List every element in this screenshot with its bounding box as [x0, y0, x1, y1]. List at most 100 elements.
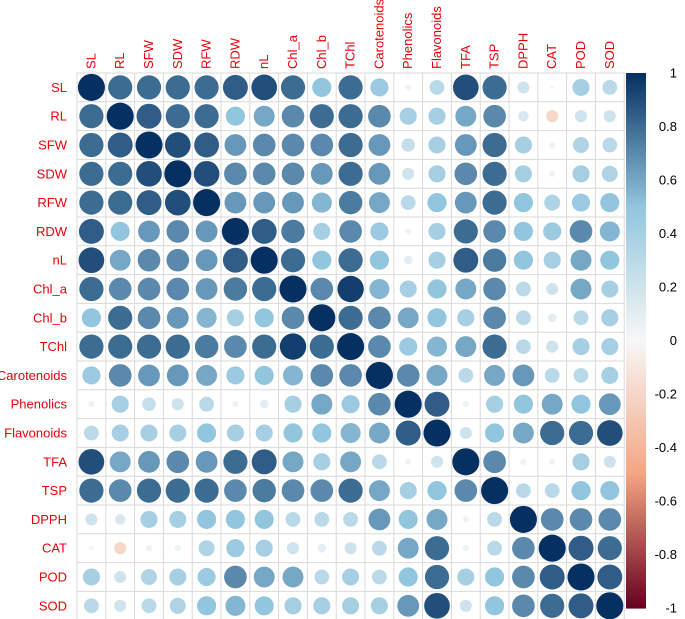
- colorbar-segment: [626, 471, 646, 475]
- cell-TChl-Flavonoids: TChl / Flavonoids: 0.55: [426, 336, 448, 357]
- cell-Flavonoids-SL: Flavonoids / SL: 0.3: [83, 425, 99, 441]
- colorbar-segment: [626, 284, 646, 288]
- colorbar-segment: [626, 525, 646, 529]
- colorbar-segment: [626, 94, 646, 98]
- cell-Chl_b-nL: Chl_b / nL: 0.5: [254, 308, 274, 328]
- cell-RL-SFW: RL / SFW: 0.85: [136, 103, 162, 129]
- colorbar-segment: [626, 180, 646, 184]
- cell-SFW-Flavonoids: SFW / Flavonoids: 0.4: [428, 136, 446, 154]
- colorbar-segment: [626, 466, 646, 470]
- cell-RDW-Chl_b: RDW / Chl_b: 0.4: [313, 222, 331, 240]
- col-label-RL: RL: [112, 52, 127, 69]
- row-label-Flavonoids: Flavonoids: [4, 426, 67, 441]
- cell-Phenolics-CAT: Phenolics / CAT: 0.6: [541, 393, 563, 415]
- cell-POD-nL: POD / nL: 0.6: [253, 566, 275, 588]
- cell-POD-SOD: POD / SOD: 0.85: [597, 564, 623, 590]
- cell-TChl-SDW: TChl / SDW: 0.8: [165, 334, 190, 359]
- cell-TChl-TChl: TChl / TChl: 1: [337, 333, 365, 361]
- colorbar-tick-label: 0.6: [659, 173, 677, 188]
- cell-Carotenoids-Flavonoids: Carotenoids / Flavonoids: 0.6: [426, 364, 448, 386]
- colorbar-segment: [626, 273, 646, 277]
- colorbar-segment: [626, 452, 646, 457]
- colorbar-segment: [626, 217, 646, 221]
- cell-Chl_b-SL: Chl_b / SL: 0.5: [81, 308, 101, 328]
- cell-POD-Phenolics: POD / Phenolics: 0.5: [398, 567, 418, 587]
- cell-SOD-SL: SOD / SL: 0.3: [83, 598, 99, 614]
- cell-RDW-nL: RDW / nL: 0.85: [251, 218, 277, 244]
- colorbar-segment: [626, 171, 646, 176]
- colorbar-segment: [626, 364, 646, 368]
- cell-RL-Flavonoids: RL / Flavonoids: 0.4: [428, 107, 446, 125]
- colorbar-segment: [626, 102, 646, 106]
- colorbar-segment: [626, 147, 646, 152]
- colorbar-segment: [626, 89, 646, 93]
- cell-Chl_b-TSP: Chl_b / TSP: 0.7: [483, 306, 506, 330]
- cell-Phenolics-TSP: Phenolics / TSP: 0.4: [486, 395, 504, 413]
- cell-SOD-RL: SOD / RL: 0.2: [114, 599, 127, 612]
- row-label-Chl_a: Chl_a: [33, 282, 68, 297]
- colorbar-segment: [626, 260, 646, 264]
- cell-TSP-Phenolics: TSP / Phenolics: 0.4: [399, 482, 417, 500]
- cell-Carotenoids-SOD: Carotenoids / SOD: 0.4: [601, 366, 619, 384]
- cell-Chl_a-Carotenoids: Chl_a / Carotenoids: 0.55: [369, 278, 390, 300]
- cell-Chl_a-Flavonoids: Chl_a / Flavonoids: 0.5: [427, 279, 447, 299]
- cell-TSP-SOD: TSP / SOD: 0.5: [600, 481, 620, 501]
- colorbar-segment: [626, 161, 646, 165]
- cell-POD-RFW: POD / RFW: 0.45: [197, 567, 216, 587]
- cell-SL-Chl_a: SL / Chl_a: 0.8: [280, 75, 306, 100]
- cell-RL-TFA: RL / TFA: 0.6: [455, 105, 477, 127]
- cell-SL-Chl_b: SL / Chl_b: 0.5: [312, 77, 332, 97]
- cell-TSP-RL: TSP / RL: 0.7: [108, 479, 132, 502]
- row-label-Phenolics: Phenolics: [11, 397, 68, 412]
- colorbar-segment: [626, 484, 646, 489]
- colorbar-segment: [626, 270, 646, 275]
- colorbar-segment: [626, 570, 646, 574]
- cell-TFA-SFW: TFA / SFW: 0.65: [138, 450, 160, 473]
- colorbar-segment: [626, 126, 646, 130]
- cell-Flavonoids-Phenolics: Flavonoids / Phenolics: 0.85: [395, 420, 421, 446]
- cell-SOD-POD: SOD / POD: 0.85: [568, 593, 594, 619]
- cell-SL-Phenolics: SL / Phenolics: 0.05: [405, 84, 412, 91]
- colorbar-segment: [626, 589, 646, 593]
- cell-nL-TSP: nL / TSP: 0.75: [482, 248, 507, 272]
- cell-TFA-SDW: TFA / SDW: 0.7: [166, 450, 190, 474]
- cell-CAT-RDW: CAT / RDW: 0.45: [226, 539, 245, 558]
- cell-RL-POD: RL / POD: 0.2: [574, 110, 588, 123]
- cell-Chl_b-TChl: Chl_b / TChl: 0.8: [338, 305, 363, 330]
- colorbar-segment: [626, 476, 646, 481]
- colorbar-segment: [626, 289, 646, 293]
- cell-POD-SL: POD / SL: 0.4: [82, 568, 100, 586]
- cell-nL-TFA: nL / TFA: 0.85: [453, 247, 479, 273]
- cell-TSP-POD: TSP / POD: 0.5: [571, 481, 591, 501]
- cell-Chl_b-Chl_b: Chl_b / Chl_b: 1: [308, 304, 336, 332]
- cell-SOD-TFA: SOD / TFA: 0.2: [459, 599, 472, 612]
- colorbar-segment: [626, 212, 646, 216]
- colorbar-segment: [626, 209, 646, 213]
- colorbar-segment: [626, 316, 646, 320]
- col-label-TSP: TSP: [487, 44, 502, 69]
- cell-TChl-SL: TChl / SL: 0.8: [79, 334, 104, 359]
- cell-CAT-SDW: CAT / SDW: 0.05: [174, 545, 181, 552]
- cell-Carotenoids-CAT: Carotenoids / CAT: 0.3: [544, 367, 560, 383]
- cell-DPPH-TFA: DPPH / TFA: 0.05: [462, 516, 469, 523]
- colorbar-segment: [626, 198, 646, 202]
- cell-POD-RL: POD / RL: 0.2: [114, 570, 127, 584]
- cell-TChl-RFW: TChl / RFW: 0.75: [194, 334, 219, 359]
- cell-TFA-nL: TFA / nL: 0.85: [251, 449, 277, 475]
- colorbar-segment: [626, 121, 646, 125]
- cell-RL-RL: RL / RL: 1: [106, 102, 134, 130]
- colorbar-segment: [626, 196, 646, 200]
- colorbar-segment: [626, 586, 646, 590]
- cell-Flavonoids-TSP: Flavonoids / TSP: 0.5: [485, 423, 505, 443]
- cell-Chl_b-Carotenoids: Chl_b / Carotenoids: 0.7: [368, 306, 391, 330]
- colorbar-segment: [626, 185, 646, 189]
- colorbar-segment: [626, 83, 646, 87]
- cell-TSP-Chl_b: TSP / Chl_b: 0.7: [310, 479, 334, 502]
- cell-DPPH-Chl_a: DPPH / Chl_a: 0.3: [285, 511, 301, 527]
- cell-nL-RDW: nL / RDW: 0.85: [222, 247, 248, 273]
- cell-SFW-DPPH: SFW / DPPH: 0.4: [514, 136, 532, 154]
- cell-TChl-POD: TChl / POD: 0.4: [572, 338, 590, 356]
- cell-Flavonoids-nL: Flavonoids / nL: 0.4: [255, 424, 273, 442]
- cell-RFW-Chl_a: RFW / Chl_a: 0.65: [282, 191, 304, 214]
- colorbar-segment: [626, 450, 646, 454]
